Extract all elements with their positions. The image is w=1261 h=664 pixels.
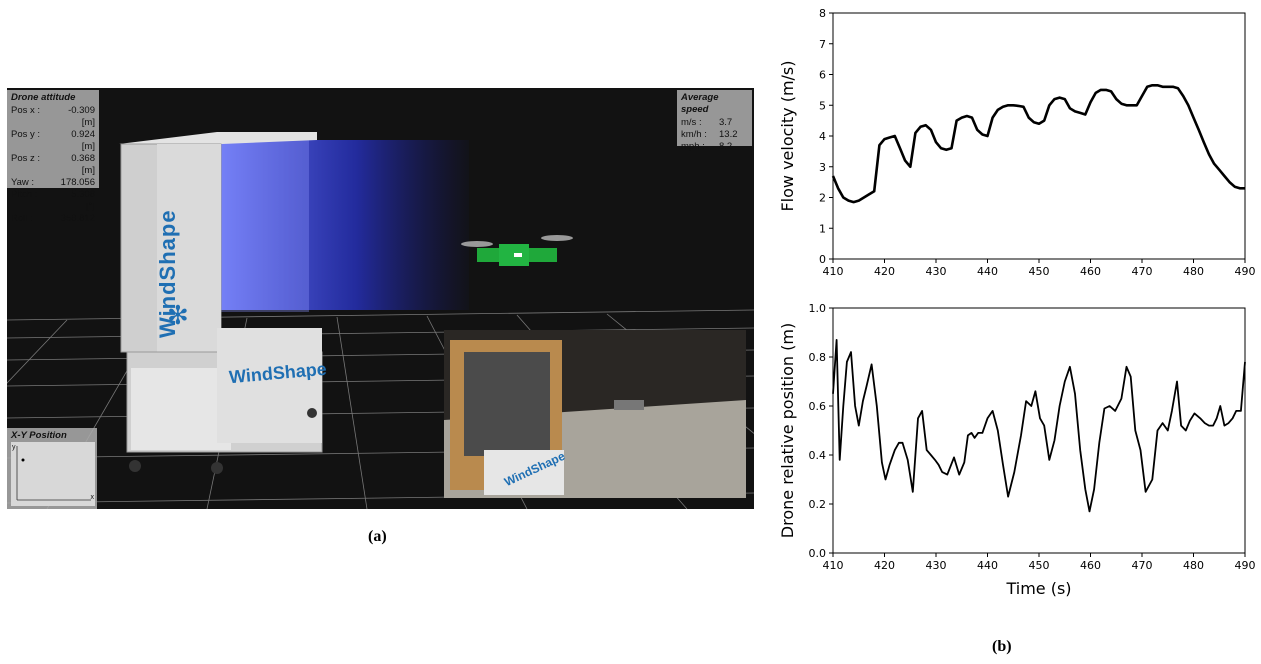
y-axis-label: Flow velocity (m/s)	[778, 60, 797, 211]
x-tick-label: 430	[926, 559, 947, 572]
y-tick-label: 0.8	[809, 351, 827, 364]
xy-x-axis-label: x	[90, 494, 95, 501]
x-tick-label: 480	[1183, 559, 1204, 572]
x-tick-label: 450	[1029, 265, 1050, 278]
x-tick-label: 450	[1029, 559, 1050, 572]
average-speed-panel: Average speed m/s :3.7 km/h :13.2 mph :8…	[677, 90, 752, 152]
plot-frame	[832, 12, 1246, 260]
y-tick-label: 2	[819, 192, 826, 205]
y-tick-label: 5	[819, 99, 826, 112]
x-tick-label: 460	[1080, 265, 1101, 278]
simulation-scene: WindShape WindShape ✻ Drone attitude Pos…	[7, 88, 754, 509]
attitude-row: Pitch :5.308 [°]	[11, 189, 95, 212]
y-tick-label: 0.4	[809, 449, 827, 462]
y-tick-label: 1	[819, 222, 826, 235]
speed-row: m/s :3.7	[681, 117, 733, 128]
xy-position-plot: y x	[11, 442, 95, 506]
xy-position-panel: X-Y Position y x	[7, 428, 97, 509]
inset-camera-photo: WindShape	[444, 330, 746, 498]
fan-logo-icon: ✻	[167, 300, 189, 330]
y-tick-label: 3	[819, 161, 826, 174]
drone-attitude-title: Drone attitude	[11, 92, 76, 103]
series-line	[832, 338, 1246, 513]
x-tick-label: 440	[977, 265, 998, 278]
x-tick-label: 440	[977, 559, 998, 572]
scene-graphics	[7, 132, 754, 509]
y-tick-label: 0.2	[809, 498, 827, 511]
x-tick-label: 470	[1132, 265, 1153, 278]
x-tick-label: 460	[1080, 559, 1101, 572]
x-axis-label: Time (s)	[1005, 579, 1071, 598]
x-tick-label: 480	[1183, 265, 1204, 278]
panel-a-caption: (a)	[368, 528, 387, 545]
y-tick-label: 8	[819, 7, 826, 20]
plot-frame	[832, 307, 1246, 554]
y-tick-label: 1.0	[809, 302, 827, 315]
drone-position-marker	[21, 458, 25, 462]
attitude-row: Pos x : -0.309 [m]	[11, 105, 95, 128]
x-tick-label: 490	[1235, 559, 1256, 572]
y-tick-label: 0	[819, 253, 826, 266]
y-tick-label: 0.0	[809, 547, 827, 560]
xy-position-title: X-Y Position	[11, 430, 67, 441]
attitude-row: Pos z :0.368 [m]	[11, 153, 95, 176]
y-axis-label: Drone relative position (m)	[778, 323, 797, 538]
windshape-fan-cabinet	[119, 132, 323, 474]
speed-row: km/h :13.2	[681, 129, 738, 140]
speed-row: mph :8.2	[681, 141, 733, 152]
series-line	[831, 84, 1245, 204]
attitude-row: Roll :358.812	[11, 213, 95, 224]
x-tick-label: 410	[823, 265, 844, 278]
y-tick-label: 6	[819, 69, 826, 82]
x-tick-label: 470	[1132, 559, 1153, 572]
panel-b-caption: (b)	[992, 638, 1012, 655]
attitude-row: Pos y :0.924 [m]	[11, 129, 95, 152]
y-tick-label: 4	[819, 130, 826, 143]
x-tick-label: 430	[926, 265, 947, 278]
average-speed-title: Average speed	[681, 92, 719, 115]
xy-y-axis-label: y	[12, 444, 16, 451]
y-tick-label: 7	[819, 38, 826, 51]
drone-attitude-panel: Drone attitude Pos x : -0.309 [m] Pos y :…	[7, 90, 99, 224]
x-tick-label: 420	[874, 265, 895, 278]
x-tick-label: 490	[1235, 265, 1256, 278]
x-tick-label: 410	[823, 559, 844, 572]
flow-field	[219, 140, 469, 312]
attitude-row: Yaw :178.056	[11, 177, 95, 188]
y-tick-label: 0.6	[809, 400, 827, 413]
x-tick-label: 420	[874, 559, 895, 572]
drone-model	[461, 235, 573, 266]
